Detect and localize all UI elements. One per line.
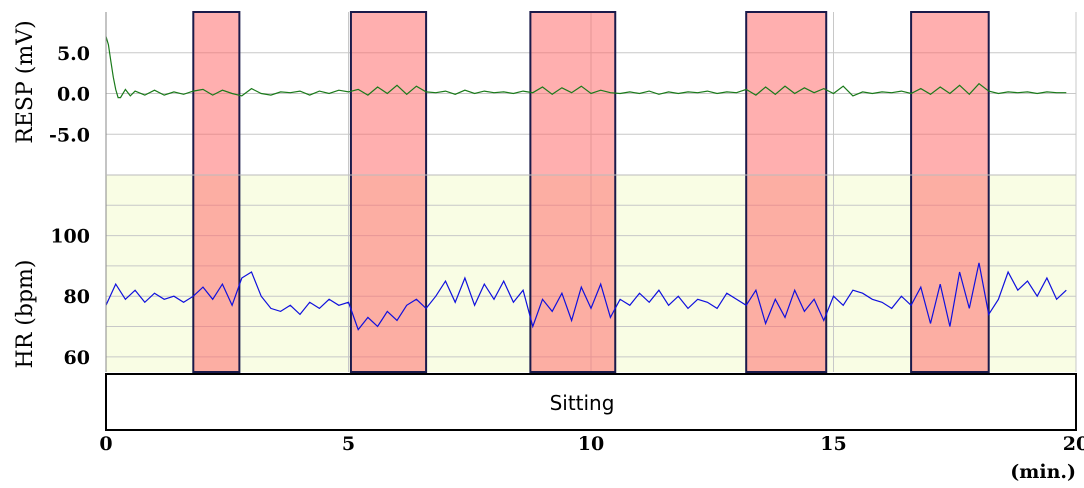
x-tick-label: 15 — [820, 433, 846, 455]
y-tick-labels: 5.0 0.0 -5.0 100 80 60 — [49, 43, 90, 369]
hr-ylabel: HR (bpm) — [13, 260, 38, 369]
resp-tick-label: 5.0 — [57, 43, 90, 65]
activity-box — [105, 373, 1077, 431]
x-tick-labels: 0 5 10 15 20 — [99, 433, 1084, 455]
resp-ylabel: RESP (mV) — [13, 20, 38, 143]
hr-series-line — [105, 262, 1067, 331]
resp-tick-label: -5.0 — [49, 124, 90, 146]
hr-tick-label: 60 — [64, 347, 90, 369]
x-tick-label: 20 — [1063, 433, 1084, 455]
stimulus-interval — [349, 11, 428, 373]
resp-series-line — [105, 36, 1067, 99]
hr-tick-label: 100 — [50, 226, 90, 248]
panel-frames — [105, 12, 1076, 372]
x-axis-label: (min.) — [1010, 461, 1076, 483]
stimulus-interval — [192, 11, 241, 373]
stimulus-interval — [910, 11, 990, 373]
stimulus-interval — [529, 11, 617, 373]
series-lines — [105, 36, 1067, 331]
activity-label: Sitting — [550, 391, 615, 415]
x-tick-label: 0 — [99, 433, 112, 455]
x-tick-label: 5 — [342, 433, 355, 455]
activity-bar: Sitting — [105, 373, 1077, 431]
y-axis-labels: RESP (mV) HR (bpm) — [13, 20, 38, 368]
resp-tick-label: 0.0 — [57, 84, 90, 106]
hr-tick-label: 80 — [64, 286, 90, 308]
stimulus-interval — [745, 11, 828, 373]
x-tick-label: 10 — [578, 433, 604, 455]
